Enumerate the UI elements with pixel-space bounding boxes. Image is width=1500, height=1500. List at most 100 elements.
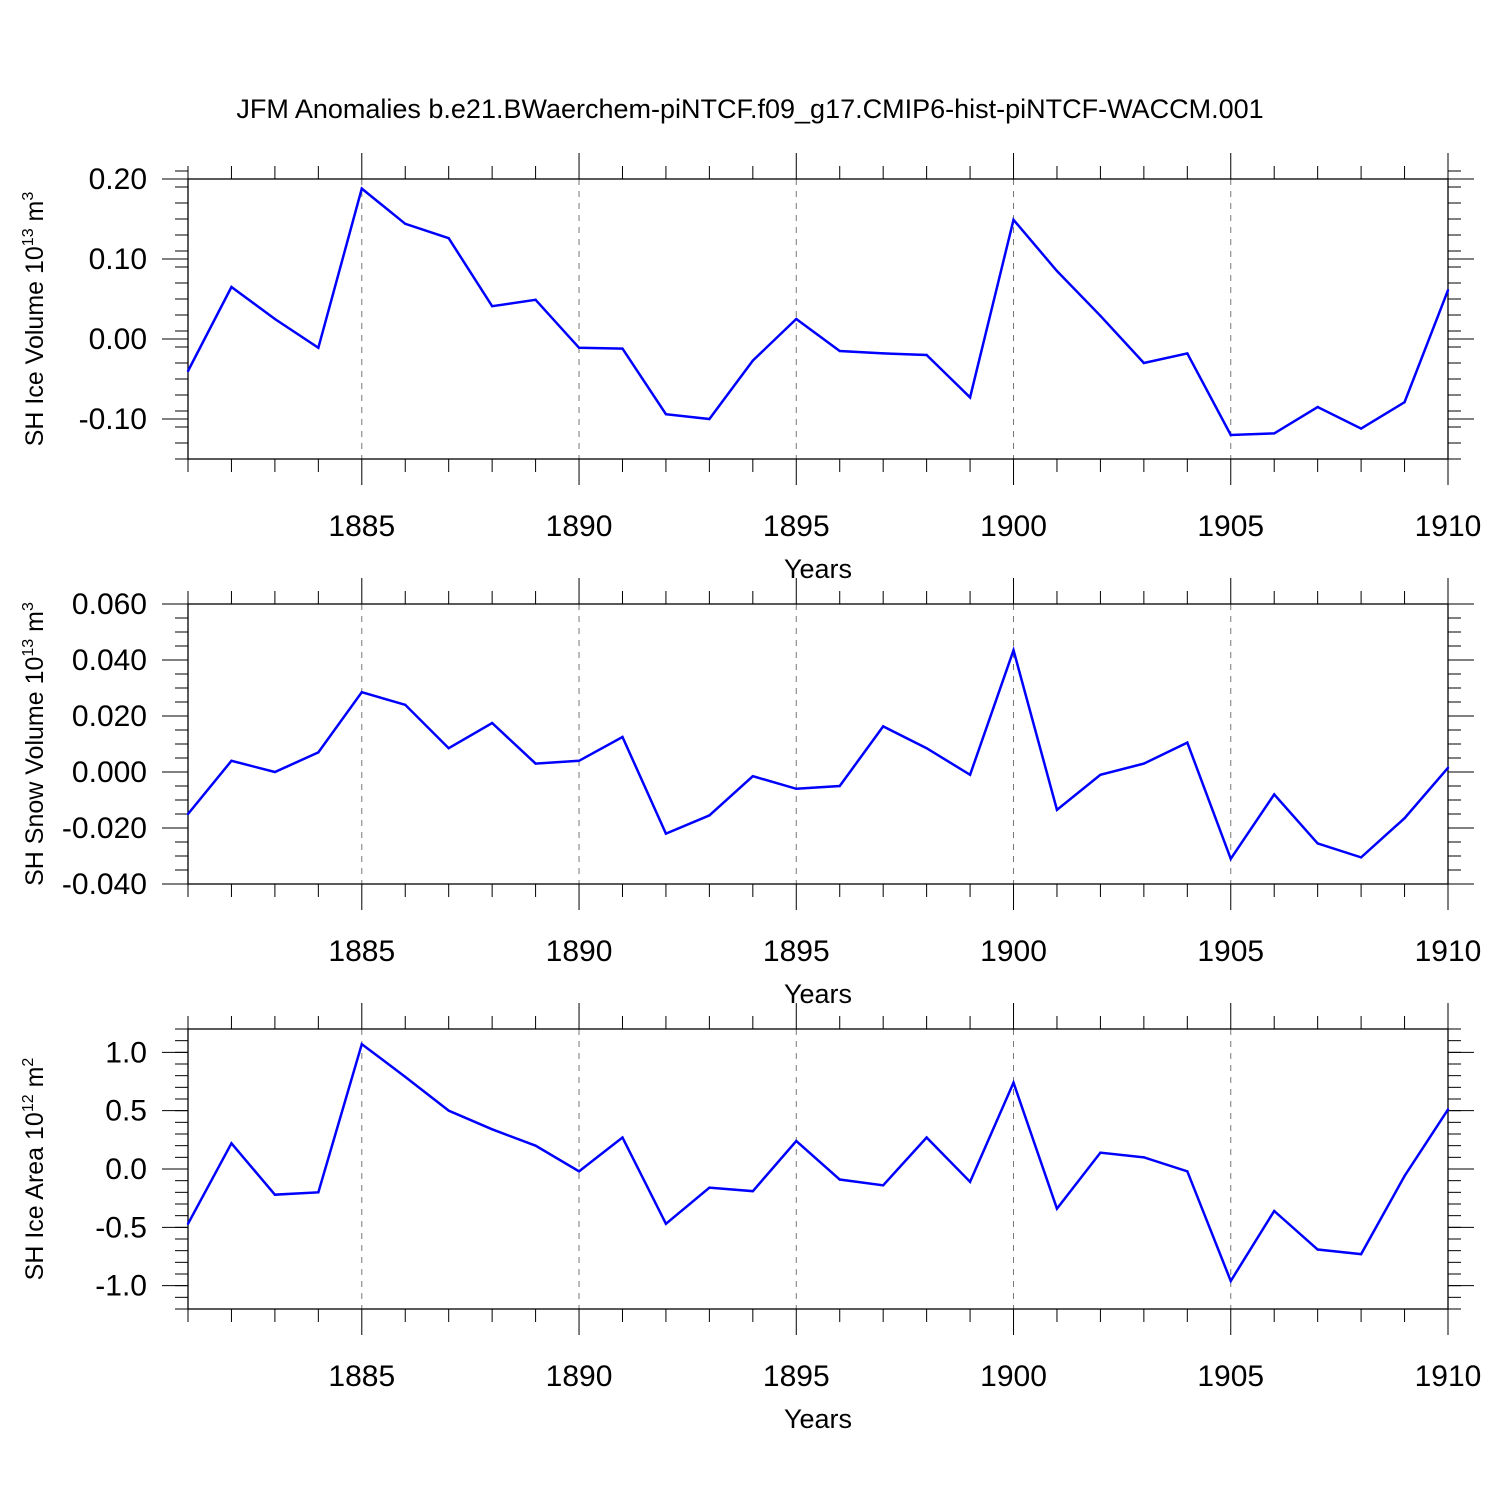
ice-area-data-point: [1359, 1252, 1363, 1256]
snow-volume-data-point: [968, 773, 972, 776]
ice-area-data-point: [186, 1222, 190, 1226]
ice-volume-xtick-label: 1890: [546, 510, 613, 543]
ice-area-data-point: [795, 1139, 798, 1143]
snow-volume-series-line: [187, 645, 1449, 862]
snow-volume-data-point: [1403, 817, 1406, 820]
ice-volume-data-point: [708, 417, 711, 421]
ice-area-ytick-label: 1.0: [105, 1036, 147, 1069]
snow-volume-data-point: [881, 725, 885, 728]
ice-area-data-point: [577, 1170, 581, 1173]
ice-volume-data-point: [1446, 289, 1450, 292]
ice-volume-data-point: [664, 413, 668, 416]
snow-volume-data-point: [838, 784, 841, 788]
ice-area-data-point: [1012, 1081, 1015, 1084]
ice-volume-data-point: [186, 369, 190, 373]
ice-volume-data-point: [621, 347, 624, 350]
ice-volume-xtick-label: 1905: [1197, 510, 1264, 543]
ice-area-xtick-label: 1895: [763, 1360, 830, 1393]
snow-volume-data-point: [404, 703, 407, 706]
snow-volume-data-point: [273, 770, 277, 774]
snow-volume-data-point: [1446, 766, 1450, 769]
ice-volume-xtick-label: 1895: [763, 510, 830, 543]
snow-volume-data-point: [1142, 762, 1146, 765]
ice-area-series-line: [186, 1042, 1450, 1284]
ice-volume-data-point: [1012, 218, 1015, 221]
ice-volume-data-point: [1055, 269, 1059, 273]
ice-area-data-point: [1186, 1170, 1189, 1173]
ice-volume-data-point: [1142, 361, 1146, 365]
ice-area-data-point: [317, 1191, 320, 1194]
snow-volume-data-point: [664, 832, 668, 835]
ice-volume-data-point: [273, 317, 277, 321]
ice-area-xaxis-label: Years: [784, 1404, 852, 1434]
ice-volume-data-point: [1359, 427, 1363, 430]
ice-volume-data-point: [925, 353, 928, 357]
snow-volume-xtick-label: 1910: [1415, 935, 1482, 968]
ice-area-data-point: [1273, 1209, 1276, 1213]
chart-panels: -0.10 0.00 0.10 0.20 1885 1890 1895 1900 1905 191…: [20, 153, 1481, 1434]
ice-volume-ytick-label: 0.00: [89, 323, 147, 356]
ice-area-data-point: [621, 1136, 624, 1139]
ice-volume-ytick-label: 0.20: [89, 163, 147, 196]
snow-volume-data-point: [1055, 808, 1059, 811]
snow-volume-ytick-label: 0.020: [72, 700, 147, 733]
ice-volume-ytick-label: 0.10: [89, 243, 147, 276]
snow-volume-data-point: [317, 751, 320, 754]
snow-volume-data-point: [795, 787, 798, 790]
snow-volume-ytick-label: 0.040: [72, 644, 147, 677]
ice-area-yaxis-label: SH Ice Area 1012 m2: [20, 1058, 49, 1281]
ice-area-data-point: [230, 1142, 233, 1145]
snow-volume-data-point: [1012, 649, 1015, 652]
snow-volume-data-point: [751, 775, 755, 778]
snow-volume-ytick-label: -0.020: [62, 812, 147, 845]
ice-volume-xaxis-label: Years: [784, 554, 852, 584]
ice-volume-data-point: [1316, 405, 1319, 409]
snow-volume-yaxis-label: SH Snow Volume 1013 m3: [20, 602, 49, 886]
snow-volume-data-point: [1229, 857, 1232, 860]
snow-volume-panel: -0.040 -0.020 0.000 0.020 0.040 0.060 1885 1890…: [20, 578, 1481, 1009]
ice-area-data-point: [925, 1136, 928, 1139]
ice-area-ytick-label: 0.0: [105, 1153, 147, 1186]
snow-volume-data-point: [230, 759, 233, 762]
ice-area-data-point: [838, 1178, 841, 1181]
ice-area-data-point: [751, 1189, 755, 1193]
snow-volume-xtick-label: 1885: [328, 935, 395, 968]
ice-area-data-point: [664, 1222, 668, 1226]
ice-volume-data-point: [490, 305, 494, 308]
ice-volume-data-point: [1273, 432, 1276, 435]
ice-volume-xtick-label: 1910: [1415, 510, 1482, 543]
snow-volume-xtick-label: 1900: [980, 935, 1047, 968]
snow-volume-plot-frame: [187, 603, 1449, 885]
ice-volume-yaxis-label: SH Ice Volume 1013 m3: [20, 192, 49, 447]
ice-area-panel: -1.0 -0.5 0.0 0.5 1.0 1885 1890 1895 1900 1905 191…: [20, 1003, 1481, 1434]
snow-volume-data-point: [534, 762, 537, 765]
ice-volume-data-point: [795, 317, 798, 321]
ice-area-data-point: [1099, 1151, 1102, 1154]
snow-volume-ytick-label: -0.040: [62, 868, 147, 901]
ice-area-data-point: [404, 1075, 407, 1079]
ice-area-data-point: [273, 1193, 277, 1196]
ice-volume-data-point: [751, 359, 755, 362]
snow-volume-data-point: [1099, 773, 1102, 776]
snow-volume-data-point: [708, 814, 711, 817]
ice-area-ytick-label: 0.5: [105, 1095, 147, 1128]
snow-volume-xtick-label: 1890: [546, 935, 613, 968]
snow-volume-data-point: [621, 735, 624, 739]
snow-volume-ytick-label: 0.060: [72, 588, 147, 621]
snow-volume-xaxis-label: Years: [784, 979, 852, 1009]
snow-volume-data-point: [186, 812, 190, 816]
ice-area-xtick-label: 1890: [546, 1360, 613, 1393]
ice-volume-data-point: [404, 222, 407, 225]
snow-volume-data-point: [1186, 741, 1189, 744]
snow-volume-data-point: [1316, 842, 1319, 845]
ice-volume-xtick-label: 1900: [980, 510, 1047, 543]
ice-area-data-point: [447, 1109, 450, 1112]
ice-area-ytick-label: -1.0: [95, 1270, 147, 1303]
snow-volume-data-point: [1273, 793, 1276, 796]
ice-area-xtick-label: 1905: [1197, 1360, 1264, 1393]
ice-area-data-point: [1316, 1248, 1319, 1251]
ice-area-xtick-label: 1885: [328, 1360, 395, 1393]
ice-area-data-point: [534, 1144, 537, 1147]
snow-volume-data-point: [577, 759, 581, 762]
